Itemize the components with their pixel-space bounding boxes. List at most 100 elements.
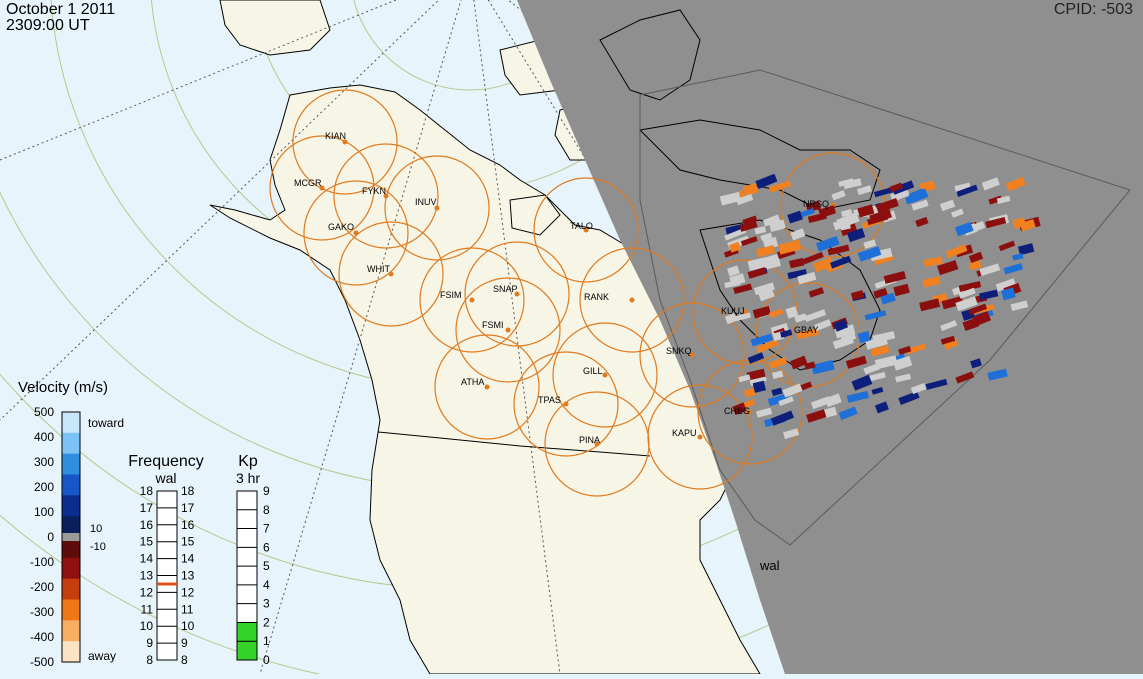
echo-cell — [998, 240, 1016, 252]
echo-cell — [988, 195, 1003, 205]
site-ring-inuv — [384, 155, 490, 261]
frequency-tick-right: 12 — [181, 585, 195, 599]
kp-title: Kp — [238, 453, 258, 470]
echo-cell — [813, 257, 834, 273]
echo-cell — [857, 246, 882, 262]
site-label-snkq: SNKQ — [666, 346, 692, 356]
echo-cell — [1017, 243, 1035, 256]
velocity-color-segment — [62, 537, 80, 559]
echo-cell — [762, 236, 779, 250]
echo-cell — [958, 287, 976, 299]
frequency-tick-left: 15 — [140, 535, 154, 549]
echo-cell — [939, 199, 956, 212]
echo-cell — [823, 406, 838, 418]
echo-cell — [832, 218, 850, 231]
border-line — [377, 431, 651, 457]
echo-cell — [756, 407, 773, 418]
velocity-color-segment — [62, 453, 80, 476]
frequency-tick-left: 12 — [140, 585, 154, 599]
echo-cell — [769, 219, 786, 233]
velocity-mark-pos: 10 — [90, 523, 102, 535]
echo-cell — [831, 190, 846, 201]
echo-cell — [1001, 287, 1016, 301]
echo-cell — [1012, 253, 1024, 261]
echo-cell — [951, 208, 964, 218]
site-ring-snap — [464, 241, 570, 347]
echo-cell — [891, 180, 915, 195]
velocity-bar-frame — [61, 411, 81, 663]
kp-bar-frame — [236, 490, 258, 661]
echo-cell — [889, 182, 904, 193]
site-dot-kapu — [697, 434, 703, 440]
echo-cell — [945, 244, 968, 259]
echo-cell — [940, 320, 958, 331]
kp-tick-label: 9 — [263, 484, 270, 498]
echo-cell — [892, 355, 913, 371]
echo-cell — [979, 289, 999, 301]
echo-cell — [752, 380, 766, 393]
frequency-tick-left: 11 — [141, 602, 154, 616]
frequency-tick-right: 15 — [181, 535, 195, 549]
echo-cell — [747, 352, 765, 364]
echo-cell — [770, 183, 784, 193]
echo-cell — [987, 368, 1008, 381]
site-ring-tpas — [513, 351, 619, 457]
echo-cell — [910, 382, 927, 395]
frequency-tick-right: 8 — [181, 653, 188, 667]
echo-cell — [740, 236, 758, 247]
frequency-tick-left: 8 — [146, 653, 153, 667]
frequency-title: Frequency — [128, 453, 204, 470]
velocity-color-segment — [62, 641, 80, 663]
echo-cell — [815, 235, 840, 252]
frequency-tick-left: 13 — [140, 569, 154, 583]
site-ring-snkq — [639, 302, 745, 408]
velocity-color-segment — [62, 474, 80, 496]
echo-cell — [794, 313, 808, 323]
site-label-whit: WHIT — [367, 264, 390, 274]
echo-cell — [911, 199, 929, 211]
velocity-tick-label: -100 — [30, 555, 54, 569]
echo-cell — [970, 358, 982, 369]
frequency-tick-right: 18 — [181, 484, 195, 498]
echo-cell — [922, 276, 941, 288]
echo-cell — [783, 428, 800, 439]
echo-cell — [719, 191, 741, 206]
site-ring-kian — [292, 89, 398, 195]
velocity-color-segment — [62, 578, 80, 601]
velocity-color-segment — [62, 599, 80, 621]
echo-cell — [743, 387, 757, 398]
echo-cell — [804, 309, 827, 322]
frequency-tick-left: 18 — [140, 484, 154, 498]
site-labels: KIAN MCGR FYKN INUV GAKO WHIT FSIM SNAP FSMI TALO… — [294, 131, 829, 445]
echo-cell — [981, 177, 1000, 191]
kp-tick-label: 3 — [263, 597, 270, 611]
echo-cell — [969, 260, 982, 271]
echo-cell — [727, 265, 740, 277]
site-label-kian: KIAN — [325, 131, 346, 141]
velocity-color-segment — [62, 516, 80, 538]
velocity-mark-neg: -10 — [90, 541, 106, 553]
frequency-tick-right: 9 — [181, 636, 188, 650]
frequency-tick-right: 11 — [181, 602, 194, 616]
echo-cell — [782, 383, 803, 398]
echo-cell — [843, 178, 862, 190]
echo-cell — [833, 319, 849, 332]
frequency-tick-right: 13 — [181, 569, 195, 583]
echo-cell — [956, 184, 978, 197]
echo-cell — [995, 278, 1016, 292]
echo-cell — [808, 287, 825, 298]
kp-tick-label: 6 — [263, 540, 270, 554]
site-label-snap: SNAP — [493, 284, 518, 294]
echo-cell — [1003, 263, 1024, 275]
echo-cell — [851, 374, 873, 391]
echo-cell — [724, 227, 747, 241]
velocity-color-segment — [62, 412, 80, 434]
echo-cell — [883, 270, 907, 284]
echo-cell — [755, 173, 778, 190]
echo-cell — [940, 335, 956, 345]
velocity-tick-label: 500 — [34, 405, 54, 419]
echo-cell — [771, 387, 783, 397]
echo-cell — [768, 356, 788, 369]
echo-cell — [958, 280, 982, 292]
site-dot-snkq — [689, 352, 695, 358]
